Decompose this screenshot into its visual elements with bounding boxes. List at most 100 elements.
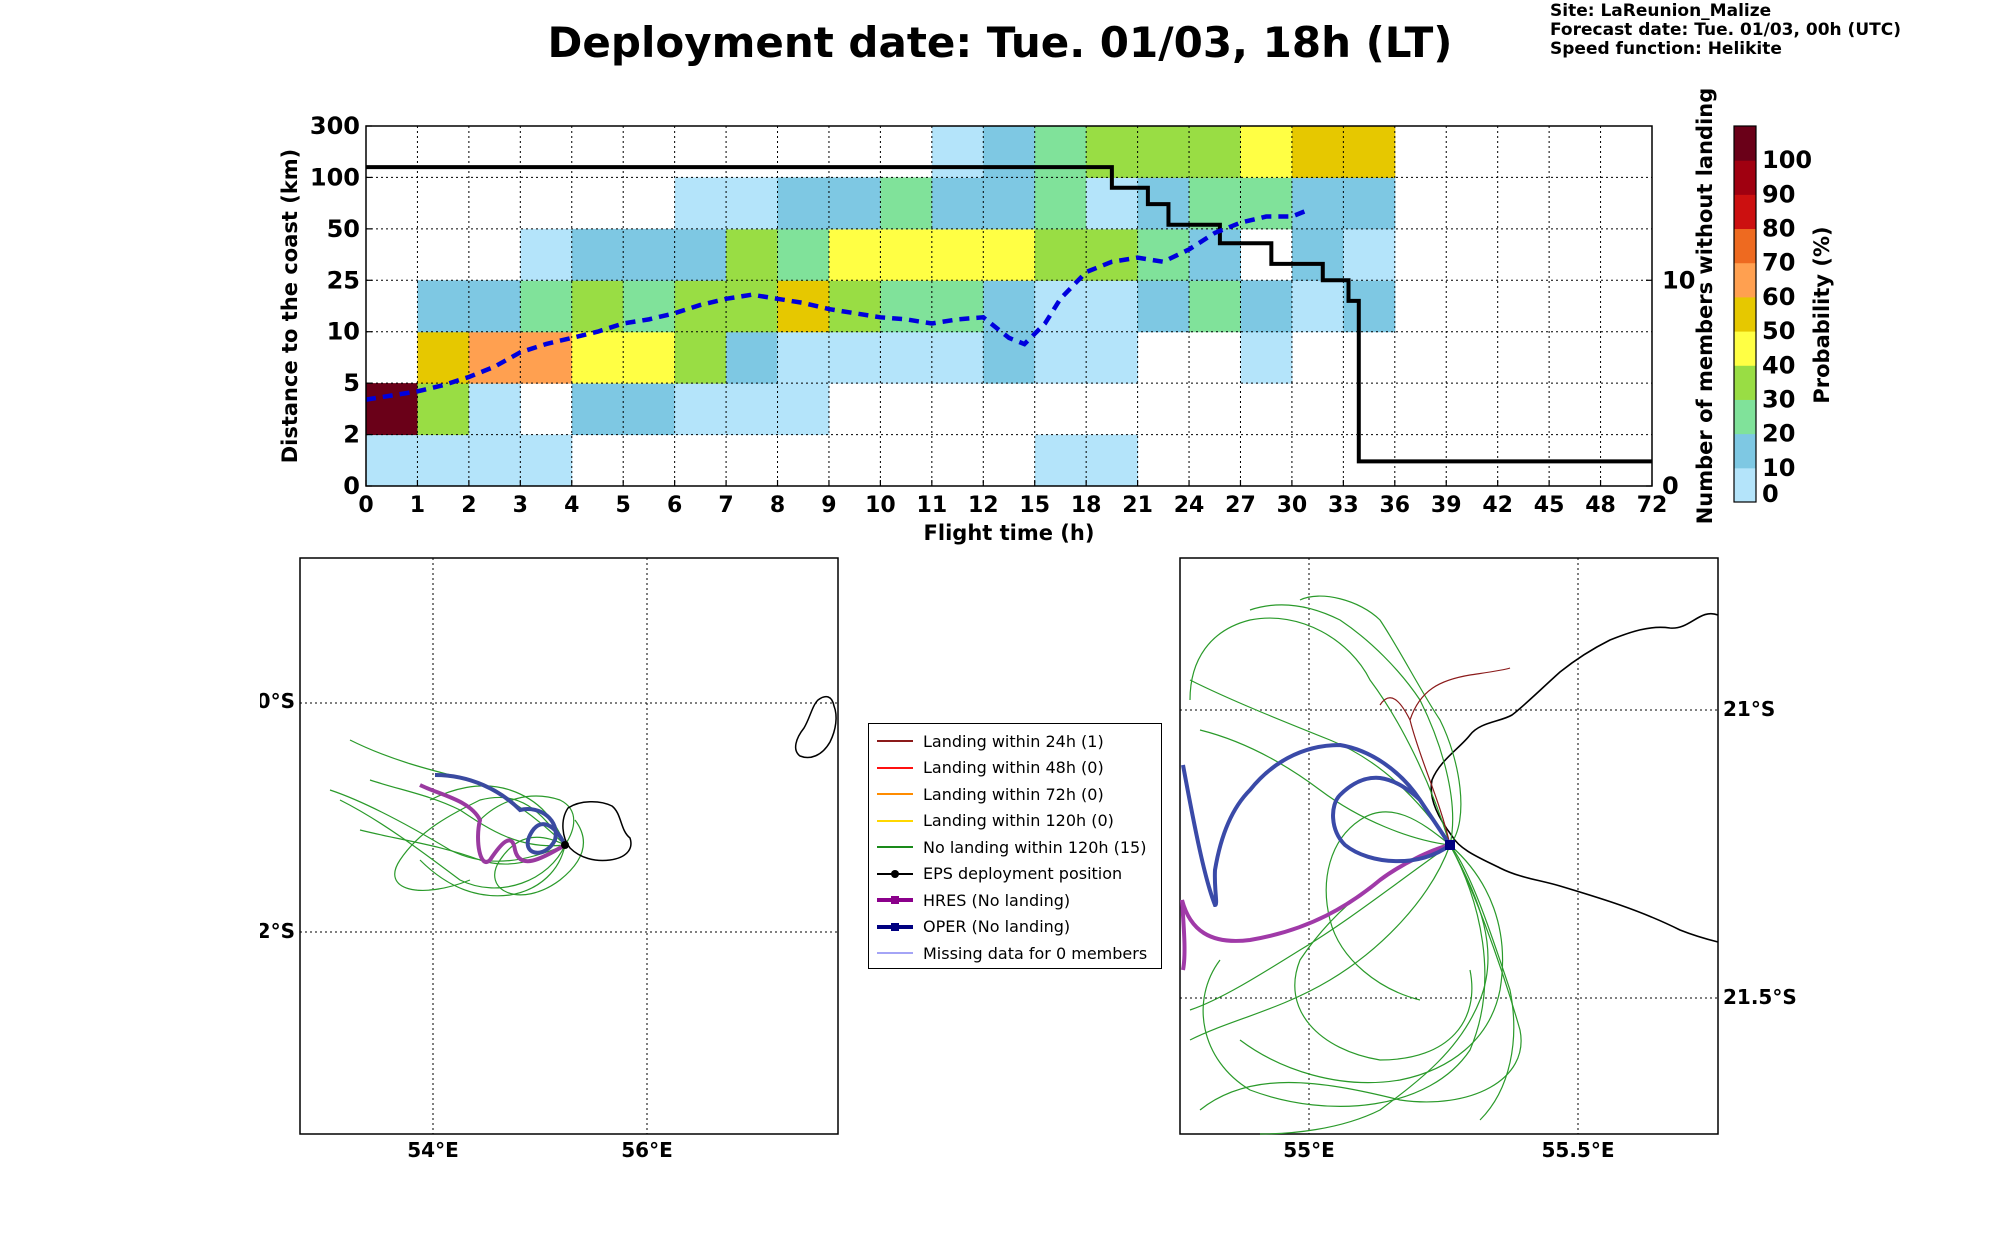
colorbar-tick-label: 20 [1762, 420, 1795, 448]
heatmap-cell [1189, 126, 1241, 178]
heatmap-cell [1086, 331, 1139, 384]
forecast-date-label: Forecast date: Tue. 01/03, 00h (UTC) [1550, 20, 1901, 40]
heatmap-cell [983, 126, 1036, 178]
heatmap-cell [880, 331, 933, 384]
legend-swatch [877, 869, 913, 878]
colorbar-label: Probability (%) [1810, 226, 1834, 403]
page-title: Deployment date: Tue. 01/03, 18h (LT) [547, 18, 1453, 67]
colorbar-tick-label: 40 [1762, 351, 1795, 379]
x-tick-label: 48 [1585, 493, 1616, 518]
heatmap-cell [880, 228, 933, 281]
heatmap-cell [777, 331, 830, 384]
heatmap-cell [777, 383, 830, 436]
heatmap-cell [1240, 331, 1293, 384]
x-tick-label: 3 [513, 493, 528, 518]
map-right-xtick-1: 55.5°E [1541, 1138, 1614, 1162]
colorbar-segment [1734, 365, 1756, 400]
colorbar-segment [1734, 262, 1756, 298]
map-left-eps-tracks [329, 739, 584, 897]
heatmap-cell [674, 331, 727, 384]
y-tick-label: 5 [343, 369, 360, 397]
colorbar-tick-label: 0 [1762, 480, 1779, 508]
legend-label: HRES (No landing) [923, 890, 1071, 910]
colorbar-segment [1734, 399, 1756, 435]
map-right-xtick-0: 55°E [1283, 1138, 1335, 1162]
map-left-xtick-0: 54°E [407, 1138, 459, 1162]
map-left: 54°E 56°E 20°S 22°S [260, 557, 839, 1162]
forecast-info: Site: LaReunion_Malize Forecast date: Tu… [1550, 2, 1901, 59]
heatmap-cell [1240, 126, 1293, 178]
heatmap-cell [1343, 228, 1396, 281]
heatmap-cell [1034, 177, 1087, 230]
heatmap-cell [571, 228, 624, 281]
heatmap-cell [1034, 280, 1087, 333]
members-without-landing-line [366, 165, 1652, 464]
heatmap-cell [726, 228, 779, 281]
legend-item: OPER (No landing) [875, 916, 1070, 938]
x-tick-label: 30 [1277, 493, 1308, 518]
heatmap-cell [828, 280, 881, 333]
heatmap-cell [366, 383, 418, 436]
map-right-oper-loop [1331, 775, 1452, 864]
map-left-frame [299, 557, 839, 1135]
legend-item: Landing within 120h (0) [875, 810, 1114, 832]
heatmap-cell [931, 126, 984, 178]
heatmap-cell [983, 177, 1036, 230]
legend-swatch [877, 740, 913, 742]
heatmap-cell [1189, 177, 1241, 230]
plot-frame [365, 125, 1653, 487]
heatmap-cell [828, 331, 881, 384]
colorbar-segment [1734, 331, 1756, 366]
x-tick-label: 36 [1379, 493, 1410, 518]
legend-label: Landing within 120h (0) [923, 811, 1114, 830]
x-tick-label: 8 [770, 493, 785, 518]
colorbar-tick-label: 80 [1762, 215, 1795, 243]
colorbar-segment [1734, 228, 1756, 264]
x-tick-label: 24 [1174, 493, 1205, 518]
heatmap-cell [931, 280, 984, 333]
mean-distance-line [365, 208, 1309, 402]
legend-swatch [877, 766, 913, 769]
legend-label: Missing data for 0 members [923, 943, 1148, 963]
legend-swatch [877, 793, 913, 795]
y-tick-label: 0 [343, 472, 360, 500]
colorbar-segment [1734, 126, 1756, 161]
colorbar-tick-label: 90 [1762, 180, 1795, 208]
heatmap-cell [777, 177, 830, 230]
map-right-ytick-1: 21.5°S [1723, 985, 1797, 1009]
heatmap-cell [880, 177, 933, 230]
heatmap-cell [1086, 280, 1139, 333]
x-tick-label: 72 [1637, 493, 1668, 518]
map-left-ytick-0: 20°S [260, 689, 295, 713]
legend-swatch [877, 952, 913, 954]
map-right-frame [1179, 557, 1719, 1135]
map-left-hres-track [419, 783, 567, 864]
colorbar-tick-label: 100 [1762, 146, 1812, 174]
heatmap-cell [468, 331, 521, 384]
map-right-oper-track [1181, 742, 1452, 908]
x-tick-label: 21 [1122, 493, 1153, 518]
map-left-xtick-1: 56°E [621, 1138, 673, 1162]
x-tick-label: 10 [865, 493, 896, 518]
y-tick-label: 25 [327, 266, 360, 294]
heatmap-cell [674, 177, 727, 230]
map-left-ytick-1: 22°S [260, 919, 295, 943]
heatmap-cell [1343, 126, 1396, 178]
heatmap-cell [1086, 434, 1139, 487]
map-right-landing-24h-branch [1409, 667, 1511, 721]
legend-item: Missing data for 0 members [875, 942, 1147, 964]
heatmap-cell [726, 280, 779, 333]
y2-axis-label: Number of members without landing [1693, 88, 1717, 525]
colorbar-segment [1734, 296, 1756, 332]
map-right-grid [1180, 558, 1718, 1134]
heatmap-cell [726, 177, 779, 230]
heatmap-cell [1291, 228, 1344, 281]
y-tick-label: 2 [343, 421, 360, 449]
map-left-grid [300, 558, 838, 1134]
heatmap-cell [931, 177, 984, 230]
heatmap-cell [623, 331, 676, 384]
heatmap-cell [1291, 177, 1344, 230]
x-tick-label: 1 [410, 493, 425, 518]
y-tick-label: 100 [310, 163, 360, 191]
heatmap-cell [777, 228, 830, 281]
